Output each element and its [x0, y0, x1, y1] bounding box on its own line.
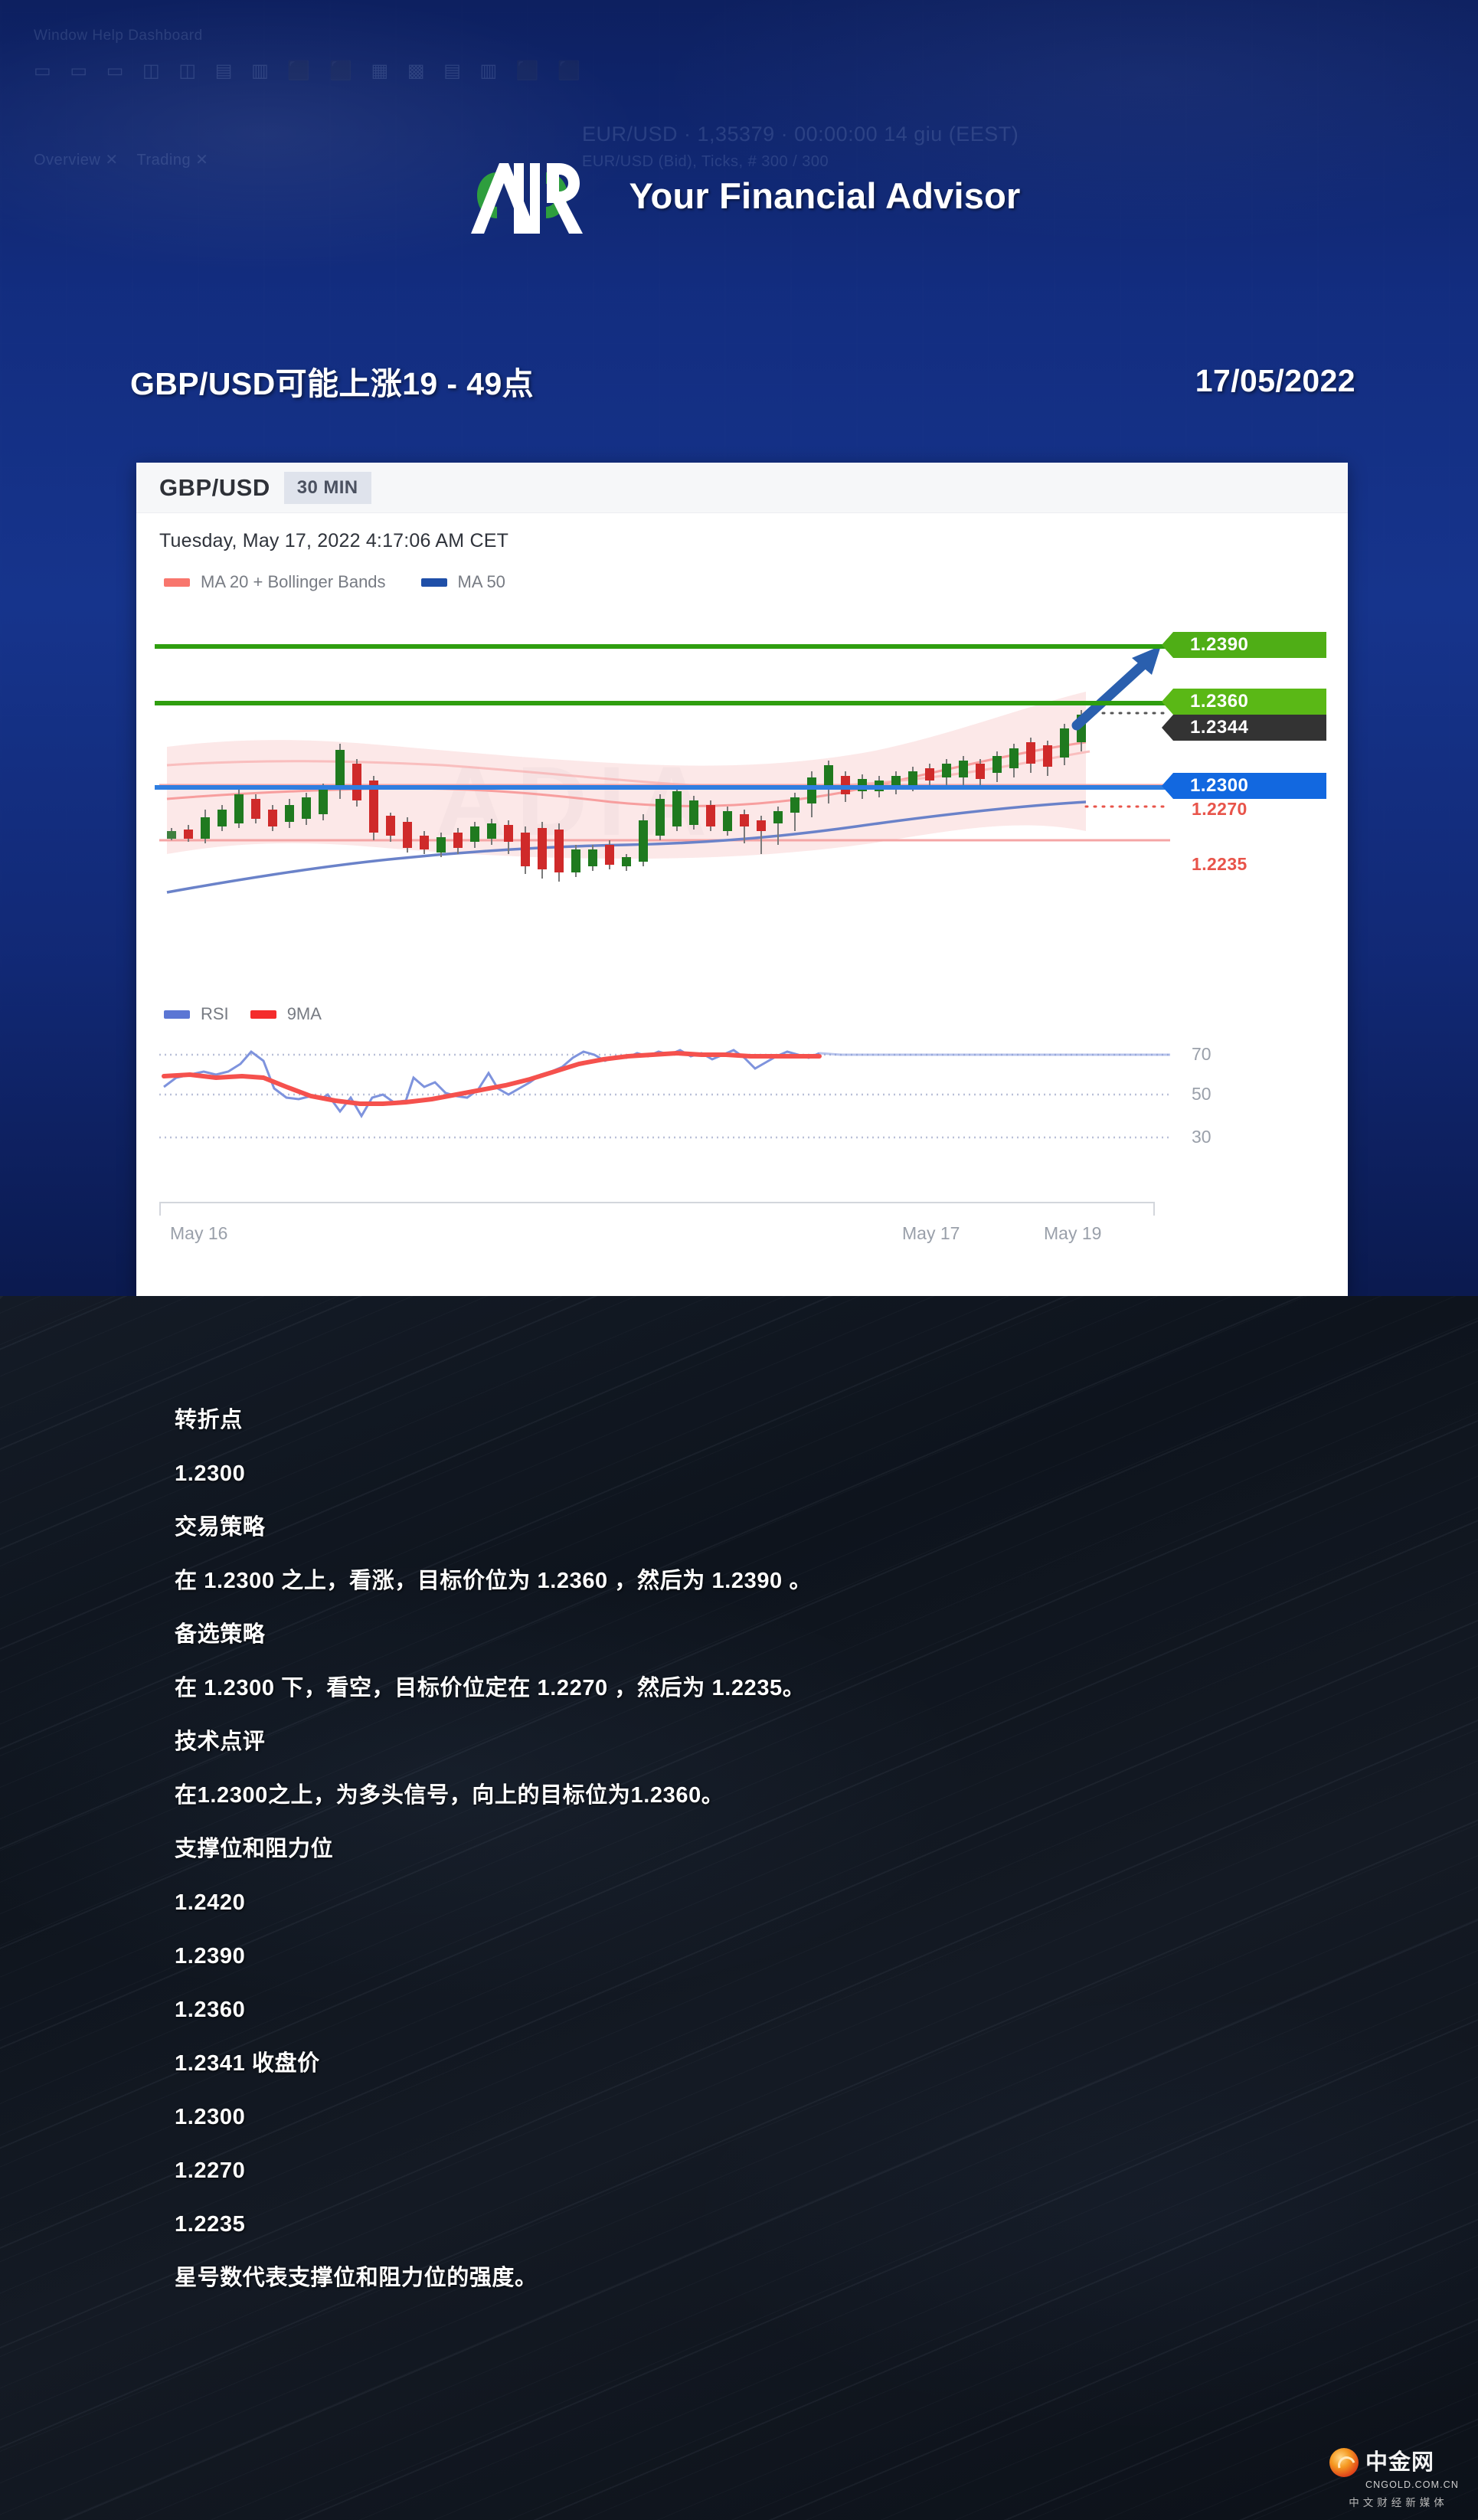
- legend-label-rsi: RSI: [201, 1004, 229, 1023]
- analysis-line: 1.2390: [175, 1944, 246, 1969]
- legend-swatch-9ma-icon: [250, 1010, 276, 1019]
- legend-label-ma20: MA 20 + Bollinger Bands: [201, 572, 386, 591]
- price-label-1.2270: 1.2270: [1192, 799, 1247, 819]
- watermark-name: 中金网: [1365, 2450, 1435, 2475]
- page-title: GBP/USD可能上涨19 - 49点: [130, 366, 535, 401]
- analysis-line: 转折点: [175, 1408, 243, 1432]
- brand-logo-row: Your Financial Advisor: [0, 153, 1478, 237]
- resistance-line-1.2360: [155, 701, 1173, 705]
- analysis-line: 交易策略: [175, 1515, 266, 1540]
- analysis-line: 支撑位和阻力位: [175, 1837, 334, 1861]
- pivot-line-1.2300: [155, 785, 1173, 790]
- x-tick-may16: May 16: [170, 1223, 228, 1243]
- x-axis: May 16 May 17 May 19: [136, 1197, 1348, 1254]
- cngold-logo-icon: [1329, 2448, 1359, 2477]
- article-title-bar: GBP/USD可能上涨19 - 49点 17/05/2022: [130, 354, 1355, 407]
- legend-item-ma50: MA 50: [420, 572, 505, 592]
- legend-item-9ma: 9MA: [250, 1004, 322, 1024]
- analysis-line: 技术点评: [175, 1730, 266, 1754]
- price-tag-1.2300: 1.2300: [1162, 773, 1326, 799]
- price-tag-value: 1.2360: [1190, 691, 1249, 712]
- legend-label-ma50: MA 50: [457, 572, 505, 591]
- price-label-1.2235: 1.2235: [1192, 854, 1247, 874]
- price-legend: MA 20 + Bollinger Bands MA 50: [136, 552, 1348, 592]
- rsi-plot: 70 50 30 May 16 May 17 May 19: [136, 1024, 1348, 1254]
- rsi-tick-70: 70: [1192, 1044, 1212, 1064]
- watermark-url: CNGOLD.COM.CN: [1365, 2479, 1459, 2490]
- instrument-label: GBP/USD: [159, 473, 270, 501]
- analysis-line: 1.2360: [175, 1998, 246, 2022]
- chart-timestamp: Tuesday, May 17, 2022 4:17:06 AM CET: [159, 530, 509, 551]
- brand-tagline: Your Financial Advisor: [629, 175, 1021, 216]
- x-axis-frame: [159, 1202, 1155, 1216]
- chart-card-header: GBP/USD 30 MIN: [136, 463, 1348, 513]
- analysis-line: 1.2341 收盘价: [175, 2051, 320, 2076]
- legend-label-9ma: 9MA: [286, 1004, 322, 1023]
- rsi-tick-50: 50: [1192, 1084, 1212, 1104]
- analysis-line: 1.2300: [175, 2105, 246, 2129]
- price-plot: ADIA: [136, 601, 1348, 1000]
- adia-logo-icon: [457, 154, 610, 237]
- analysis-line: 1.2270: [175, 2158, 246, 2183]
- rsi-series: [159, 1049, 1170, 1139]
- watermark-subtitle: 中文财经新媒体: [1349, 2497, 1448, 2509]
- analysis-section: [0, 1296, 1478, 2520]
- resistance-line-1.2390: [155, 644, 1173, 649]
- price-tag-1.2360: 1.2360: [1162, 689, 1326, 715]
- analysis-line: 备选策略: [175, 1622, 266, 1647]
- chart-card: GBP/USD 30 MIN Tuesday, May 17, 2022 4:1…: [136, 463, 1348, 1296]
- legend-item-ma20: MA 20 + Bollinger Bands: [164, 572, 386, 592]
- analysis-line: 星号数代表支撑位和阻力位的强度。: [175, 2266, 538, 2290]
- analysis-line: 1.2420: [175, 1890, 246, 1915]
- article-date: 17/05/2022: [1195, 362, 1355, 398]
- analysis-line: 在1.2300之上，为多头信号，向上的目标位为1.2360。: [175, 1783, 724, 1808]
- x-tick-may19: May 19: [1044, 1223, 1102, 1243]
- trend-arrow-icon: [1071, 646, 1161, 731]
- price-tag-1.2344: 1.2344: [1162, 715, 1326, 741]
- candlestick-series: [159, 646, 1172, 894]
- legend-item-rsi: RSI: [164, 1004, 229, 1024]
- watermark-row: 中金网: [1329, 2448, 1467, 2477]
- analysis-text: 转折点 1.2300 交易策略 在 1.2300 之上，看涨，目标价位为 1.2…: [175, 1409, 1323, 2321]
- rsi-legend: RSI 9MA: [136, 1000, 1348, 1024]
- x-tick-may17: May 17: [902, 1223, 960, 1243]
- analysis-texture: [0, 1296, 1478, 2520]
- site-watermark: 中金网 CNGOLD.COM.CN 中文财经新媒体: [1329, 2448, 1467, 2509]
- analysis-line: 在 1.2300 之上，看涨，目标价位为 1.2360 ，然后为 1.2390 …: [175, 1569, 813, 1593]
- price-tag-value: 1.2390: [1190, 634, 1249, 655]
- analysis-line: 1.2300: [175, 1461, 246, 1486]
- price-tag-value: 1.2344: [1190, 717, 1249, 738]
- price-tag-1.2390: 1.2390: [1162, 632, 1326, 658]
- legend-swatch-rsi-icon: [164, 1010, 190, 1019]
- timeframe-badge[interactable]: 30 MIN: [283, 471, 371, 504]
- rsi-tick-30: 30: [1192, 1127, 1212, 1147]
- price-tag-value: 1.2300: [1190, 775, 1249, 796]
- legend-swatch-ma50-icon: [420, 578, 447, 587]
- legend-swatch-ma20-icon: [164, 578, 190, 587]
- analysis-line: 1.2235: [175, 2212, 246, 2237]
- analysis-line: 在 1.2300 下，看空，目标价位定在 1.2270 ，然后为 1.2235。: [175, 1676, 806, 1700]
